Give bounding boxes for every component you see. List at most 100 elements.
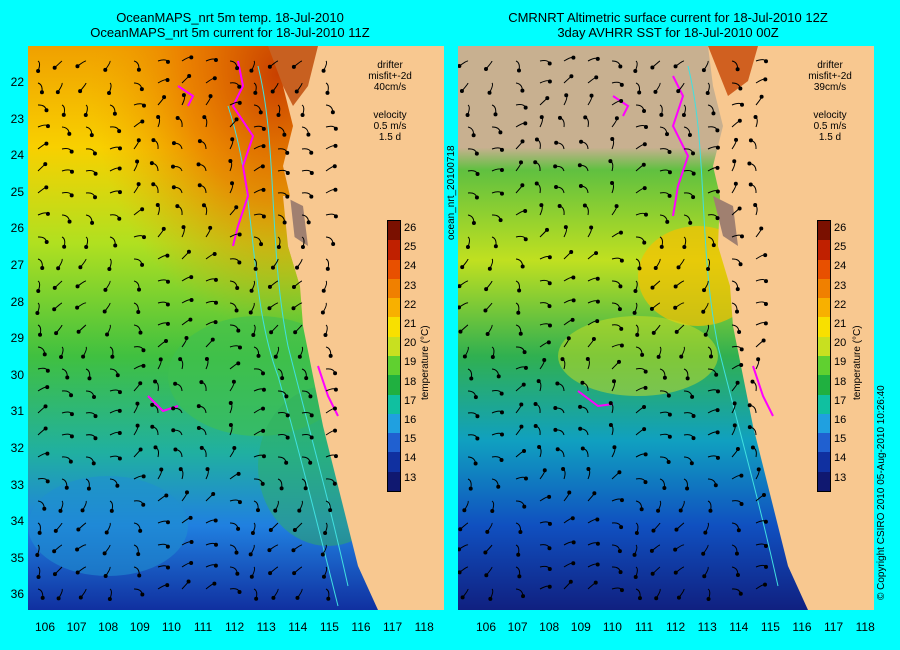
- longitude-label: 106: [475, 620, 497, 634]
- vector-head: [595, 299, 600, 304]
- vector-head: [35, 310, 40, 315]
- latitude-label: 32: [10, 441, 24, 455]
- vector-head: [691, 436, 696, 441]
- vector-head: [667, 193, 672, 198]
- vector-head: [112, 111, 117, 116]
- vector-head: [761, 492, 766, 497]
- vector-head: [521, 594, 526, 599]
- vector-head: [107, 90, 112, 95]
- vector-head: [40, 266, 45, 271]
- vector-head: [523, 476, 528, 481]
- vector-head: [89, 133, 94, 138]
- vector-head: [117, 190, 122, 195]
- vector-head: [739, 102, 744, 107]
- velocity-value: 0.5 m/s: [813, 121, 847, 132]
- vector-head: [619, 98, 624, 103]
- vector-head: [612, 379, 617, 384]
- colorbar-swatch: [818, 471, 830, 491]
- vector-head: [595, 56, 600, 61]
- vector-head: [614, 204, 619, 209]
- vector-head: [333, 143, 338, 148]
- vector-head: [332, 164, 337, 169]
- longitude-label: 107: [66, 620, 87, 634]
- colorbar-tick-label: 18: [404, 375, 417, 388]
- vector-head: [184, 490, 189, 495]
- vector-head: [45, 211, 50, 216]
- vector-head: [253, 266, 258, 271]
- vector-head: [260, 164, 265, 169]
- colorbar-tick-label: 14: [404, 452, 417, 465]
- longitude-label: 117: [383, 620, 403, 634]
- vector-head: [237, 84, 242, 89]
- vector-head: [520, 139, 525, 144]
- vector-head: [533, 423, 538, 428]
- latitude-label: 23: [10, 111, 24, 126]
- colorbar-swatch: [388, 394, 400, 414]
- vector-head: [591, 336, 596, 341]
- vector-head: [170, 164, 175, 169]
- longitude-label: 109: [570, 620, 591, 634]
- vector-head: [673, 570, 678, 575]
- longitude-label: 115: [319, 620, 339, 634]
- vector-head: [325, 266, 330, 271]
- vector-head: [117, 216, 122, 221]
- vector-head: [666, 460, 671, 465]
- vector-head: [566, 336, 571, 341]
- left-map: [28, 46, 444, 610]
- vector-head: [499, 167, 504, 172]
- vector-head: [578, 426, 583, 431]
- vector-head: [617, 549, 622, 554]
- vector-head: [326, 596, 331, 601]
- vector-head: [236, 361, 241, 366]
- vector-head: [642, 240, 647, 245]
- vector-head: [570, 516, 575, 521]
- vector-head: [762, 582, 767, 587]
- vector-head: [659, 112, 664, 117]
- vector-head: [249, 68, 254, 73]
- vector-head: [617, 307, 622, 312]
- vector-head: [52, 65, 57, 70]
- vector-head: [673, 284, 678, 289]
- colorbar-tick-label: 25: [404, 241, 417, 254]
- vector-head: [45, 451, 50, 456]
- vector-head: [673, 547, 678, 552]
- vector-head: [708, 508, 713, 513]
- latitude-label: 22: [10, 75, 24, 89]
- vector-head: [458, 547, 461, 552]
- vector-head: [640, 352, 645, 357]
- vector-head: [519, 424, 524, 429]
- latitude-label: 24: [10, 148, 24, 163]
- vector-head: [213, 518, 218, 523]
- vector-head: [261, 144, 266, 149]
- vector-head: [522, 449, 527, 454]
- vector-head: [685, 376, 690, 381]
- vector-head: [554, 140, 559, 145]
- vector-head: [642, 186, 647, 191]
- vector-head: [279, 486, 284, 491]
- vector-head: [186, 249, 191, 254]
- vector-head: [44, 185, 49, 190]
- colorbar-swatch: [818, 221, 830, 241]
- vector-head: [462, 508, 467, 513]
- vector-head: [268, 571, 273, 576]
- vector-head: [498, 218, 503, 223]
- vector-head: [571, 298, 576, 303]
- vector-head: [619, 343, 624, 348]
- vector-head: [292, 571, 297, 576]
- vector-head: [662, 375, 667, 380]
- vector-head: [78, 265, 83, 270]
- vector-head: [736, 528, 741, 533]
- vector-head: [69, 149, 74, 154]
- vector-head: [610, 137, 615, 142]
- vector-head: [521, 382, 526, 387]
- colorbar-swatch: [818, 433, 830, 453]
- vector-head: [614, 116, 619, 121]
- vector-head: [735, 287, 740, 292]
- vector-head: [523, 365, 528, 370]
- vector-head: [155, 203, 160, 208]
- colorbar-tick-label: 24: [404, 260, 417, 273]
- vector-head: [91, 461, 96, 466]
- vector-head: [732, 423, 737, 428]
- vector-head: [276, 244, 281, 249]
- vector-head: [763, 564, 768, 569]
